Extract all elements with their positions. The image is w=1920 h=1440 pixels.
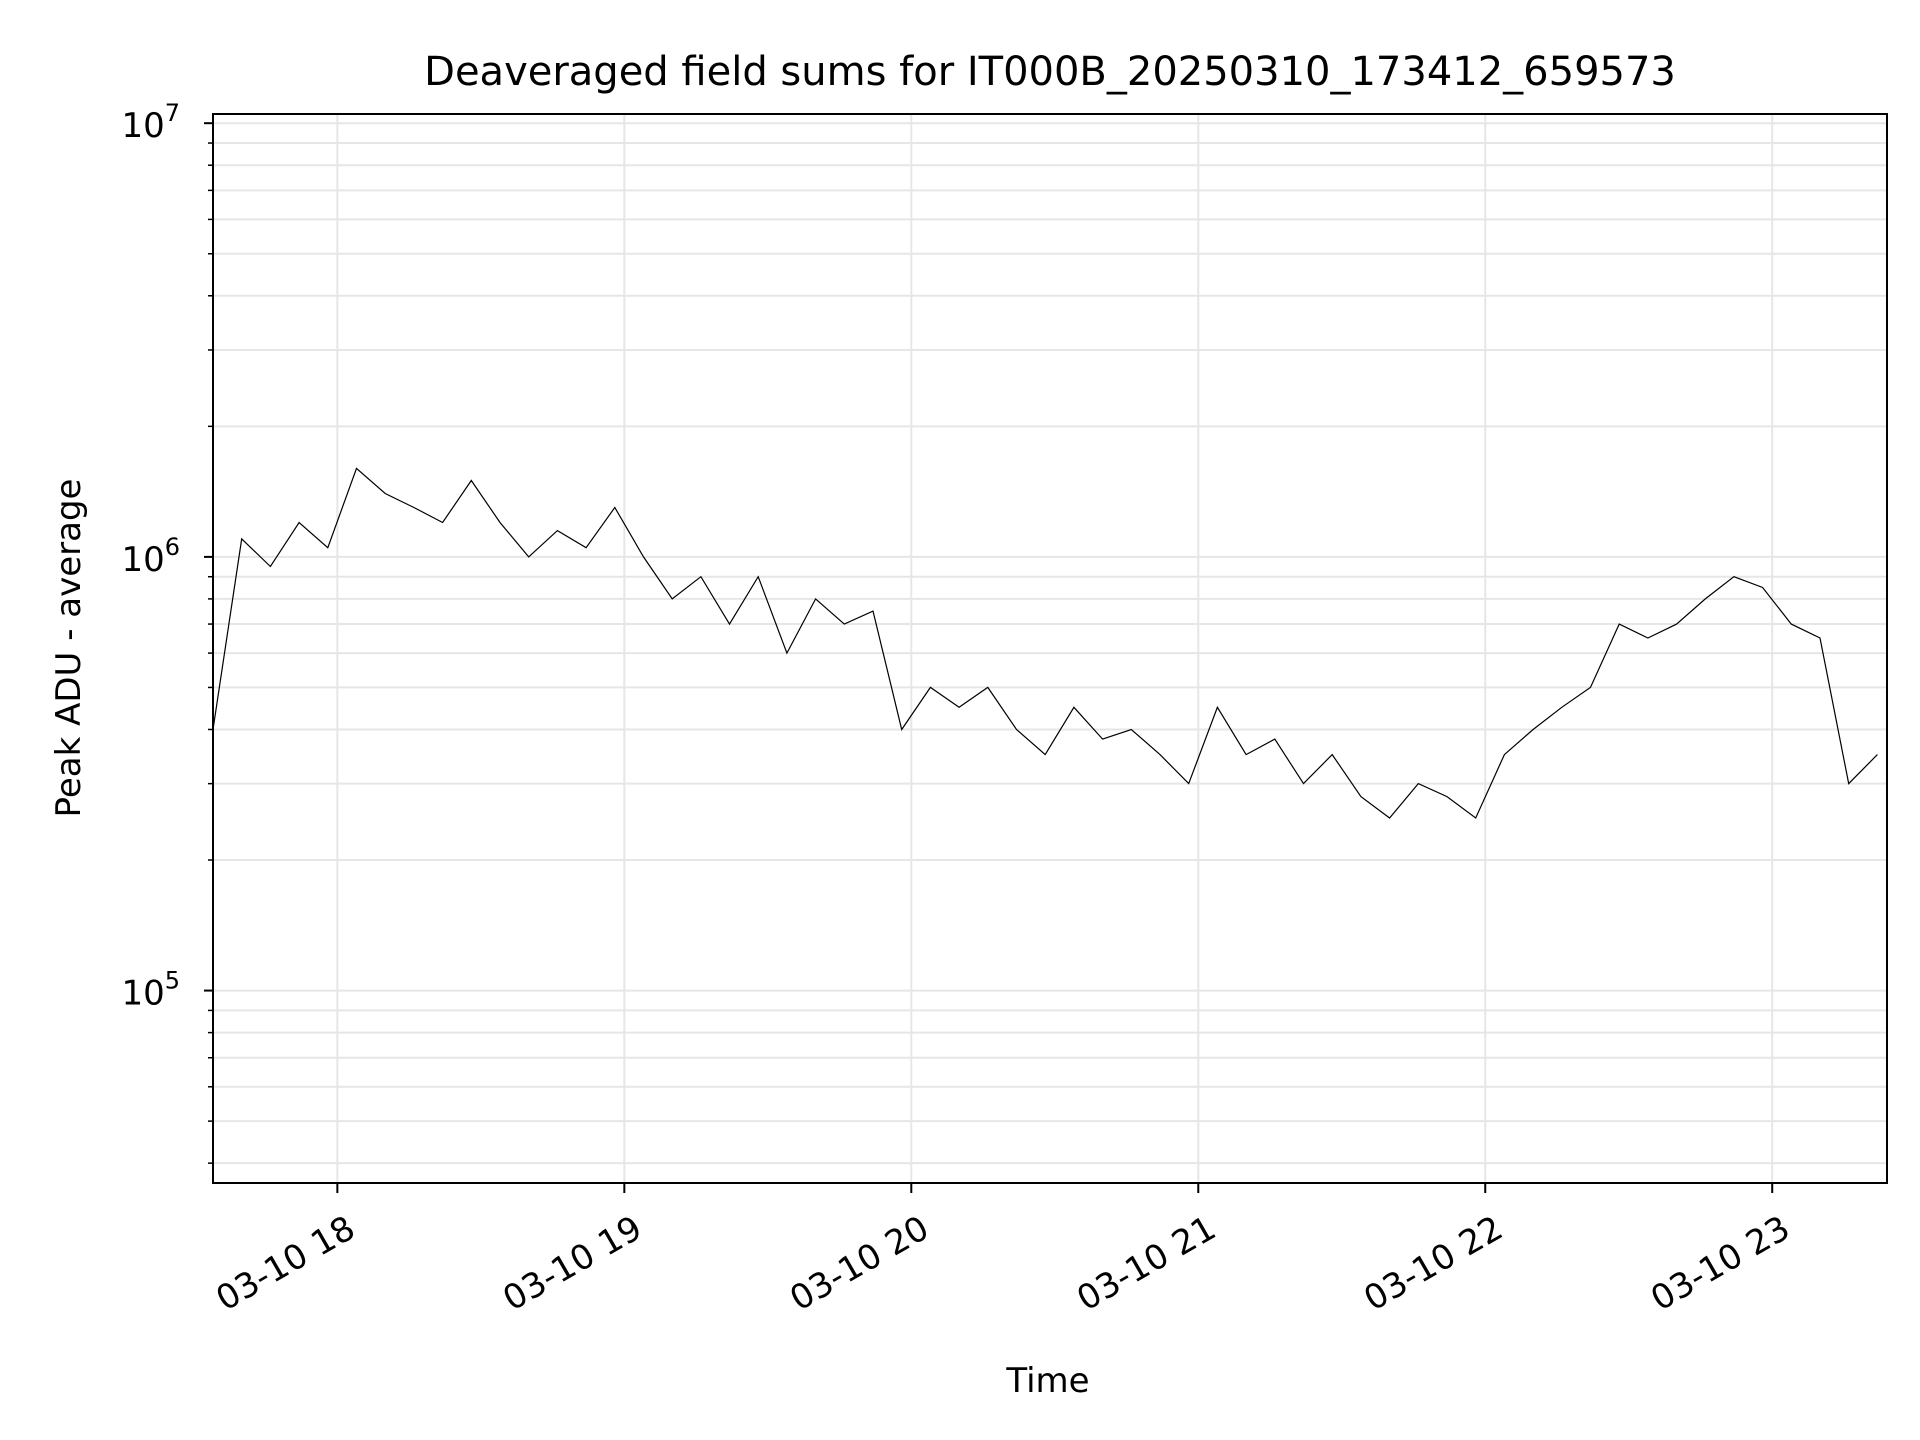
y-axis-label: Peak ADU - average (49, 479, 89, 818)
y-tick-label: 107 (121, 99, 180, 146)
data-line (212, 467, 1878, 819)
grid (213, 114, 1887, 1183)
x-axis-label: Time (1005, 1361, 1089, 1401)
y-tick-label: 105 (121, 967, 180, 1014)
plot-frame (212, 113, 1888, 1184)
chart-title: Deaveraged field sums for IT000B_2025031… (424, 49, 1676, 95)
y-axis: 105 106 107 (121, 99, 213, 1164)
plot-area-background (213, 114, 1887, 1183)
y-tick-label: 106 (121, 533, 180, 580)
